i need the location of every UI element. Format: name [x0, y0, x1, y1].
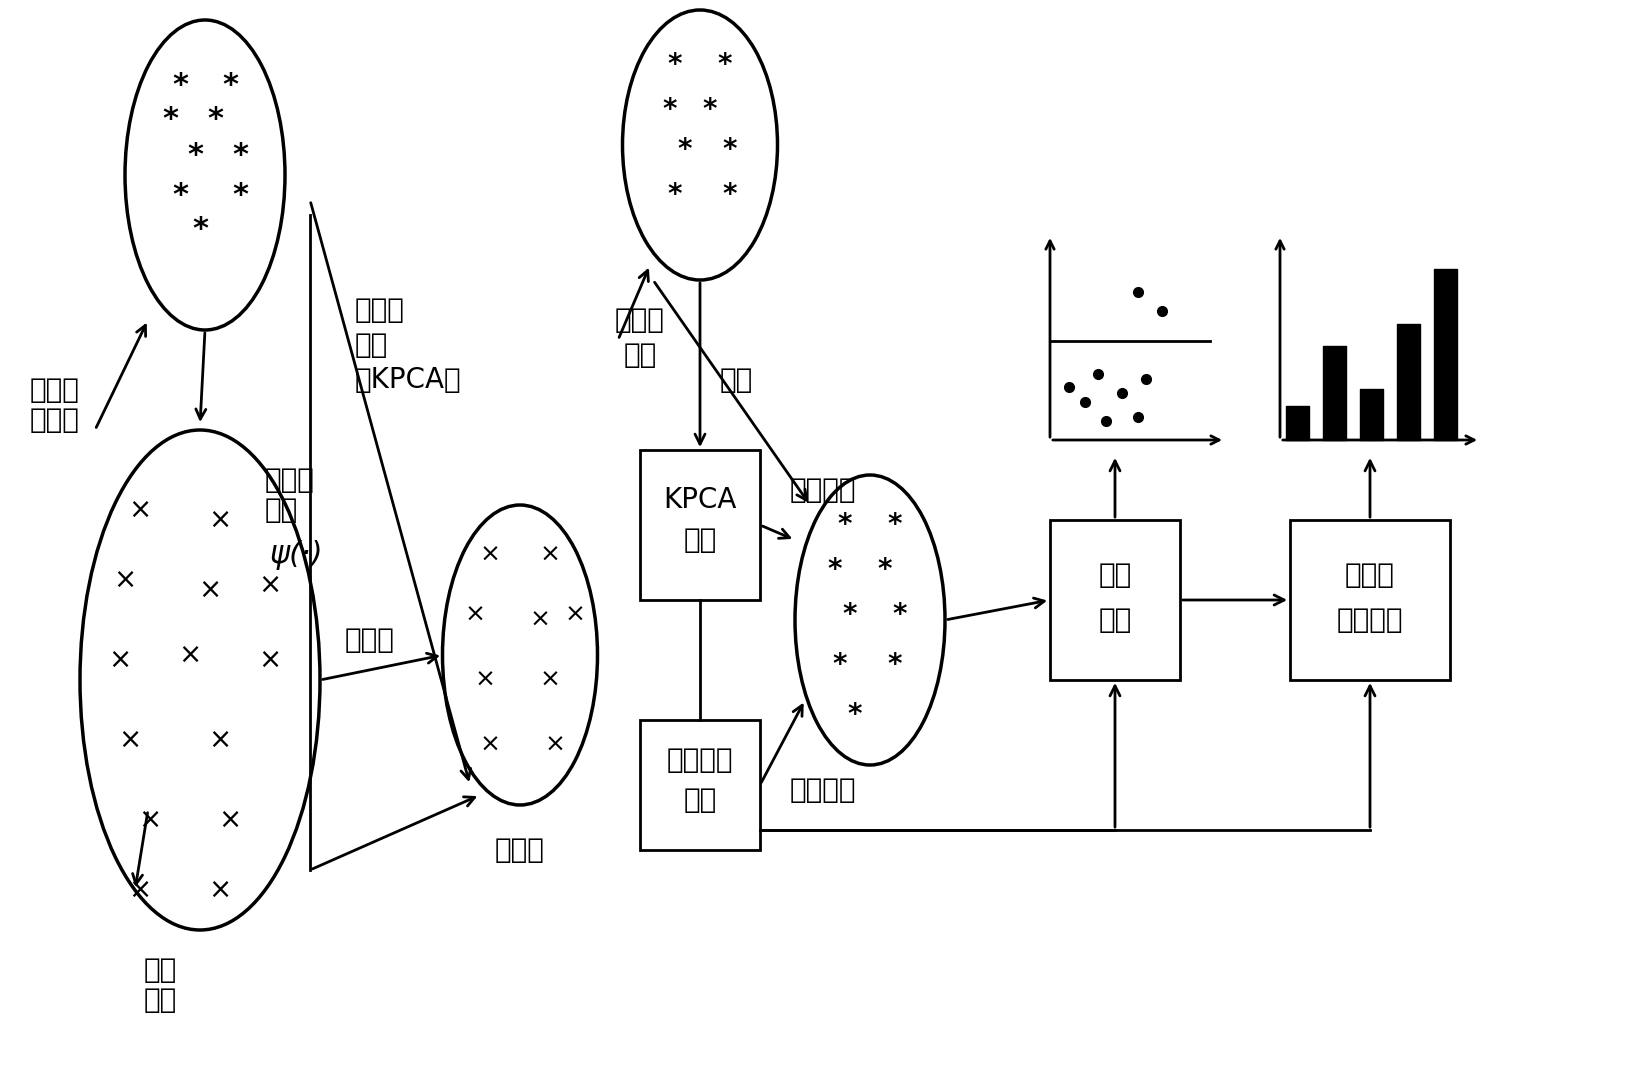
Text: 核主元: 核主元 [494, 837, 545, 863]
Bar [640, 450, 760, 600]
Text: *: * [887, 511, 902, 539]
Text: *: * [232, 140, 247, 169]
Text: *: * [843, 602, 858, 628]
Bar [640, 720, 760, 849]
Text: 数据重构: 数据重构 [791, 476, 856, 505]
Text: ×: × [139, 806, 162, 834]
Text: *: * [668, 51, 683, 79]
Text: *: * [833, 651, 848, 679]
Text: *: * [206, 106, 223, 135]
Text: 分析: 分析 [1098, 606, 1131, 634]
Text: ×: × [118, 725, 142, 754]
Text: *: * [887, 651, 902, 679]
Text: *: * [892, 602, 907, 628]
Text: 非线性: 非线性 [265, 466, 314, 494]
Text: *: * [724, 136, 737, 164]
Text: ×: × [475, 668, 496, 692]
Text: 余差: 余差 [1098, 561, 1131, 589]
Text: *: * [848, 701, 863, 729]
Text: ×: × [259, 646, 282, 674]
Text: *: * [724, 181, 737, 209]
Text: ×: × [178, 641, 201, 669]
Text: *: * [172, 180, 188, 209]
Text: *: * [192, 216, 208, 245]
Text: ×: × [208, 506, 231, 534]
Text: *: * [838, 511, 853, 539]
Text: KPCA: KPCA [663, 486, 737, 514]
Text: 计算置信: 计算置信 [666, 746, 733, 774]
Text: *: * [678, 136, 692, 164]
Text: ×: × [545, 733, 565, 757]
Text: *: * [702, 96, 717, 124]
Text: *: * [162, 106, 178, 135]
Text: 数据: 数据 [624, 341, 656, 369]
Text: ×: × [198, 576, 221, 604]
Text: 余差贡獺: 余差贡獺 [1337, 606, 1403, 634]
Text: 特征: 特征 [144, 956, 177, 984]
Text: *: * [828, 556, 843, 584]
Text: 上界: 上界 [683, 786, 717, 814]
Text: ×: × [480, 543, 501, 567]
Text: ×: × [480, 733, 501, 757]
Text: ×: × [108, 646, 131, 674]
Text: ψ(·): ψ(·) [270, 540, 324, 570]
Text: 态数据: 态数据 [29, 406, 80, 434]
Text: 核主元: 核主元 [355, 296, 404, 324]
Text: *: * [172, 70, 188, 99]
Text: *: * [663, 96, 678, 124]
Text: *: * [232, 180, 247, 209]
Text: ×: × [113, 566, 136, 594]
Text: 空间: 空间 [144, 986, 177, 1014]
Text: ×: × [540, 668, 560, 692]
Text: 核函数: 核函数 [345, 626, 395, 654]
Text: （KPCA）: （KPCA） [355, 367, 462, 393]
Text: 正常状: 正常状 [29, 376, 80, 404]
Bar [1290, 520, 1450, 680]
Text: *: * [877, 556, 892, 584]
Text: ×: × [565, 603, 586, 627]
Text: 变量的: 变量的 [1346, 561, 1395, 589]
Text: ×: × [128, 496, 152, 524]
Text: ×: × [218, 806, 242, 834]
Text: ×: × [540, 543, 560, 567]
Text: *: * [717, 51, 732, 79]
Text: 映射: 映射 [720, 367, 753, 393]
Text: *: * [187, 140, 203, 169]
Text: ×: × [208, 725, 231, 754]
Text: ×: × [529, 608, 550, 632]
Text: *: * [223, 70, 237, 99]
Text: ×: × [259, 571, 282, 599]
Text: *: * [668, 181, 683, 209]
Text: 分析: 分析 [355, 331, 388, 359]
Text: 重构数据: 重构数据 [791, 776, 856, 804]
Text: ×: × [208, 876, 231, 904]
Text: 映射: 映射 [265, 496, 298, 524]
Bar [1049, 520, 1180, 680]
Text: ×: × [465, 603, 486, 627]
Text: ×: × [128, 876, 152, 904]
Text: 模型: 模型 [683, 526, 717, 554]
Text: 新测量: 新测量 [616, 306, 665, 334]
